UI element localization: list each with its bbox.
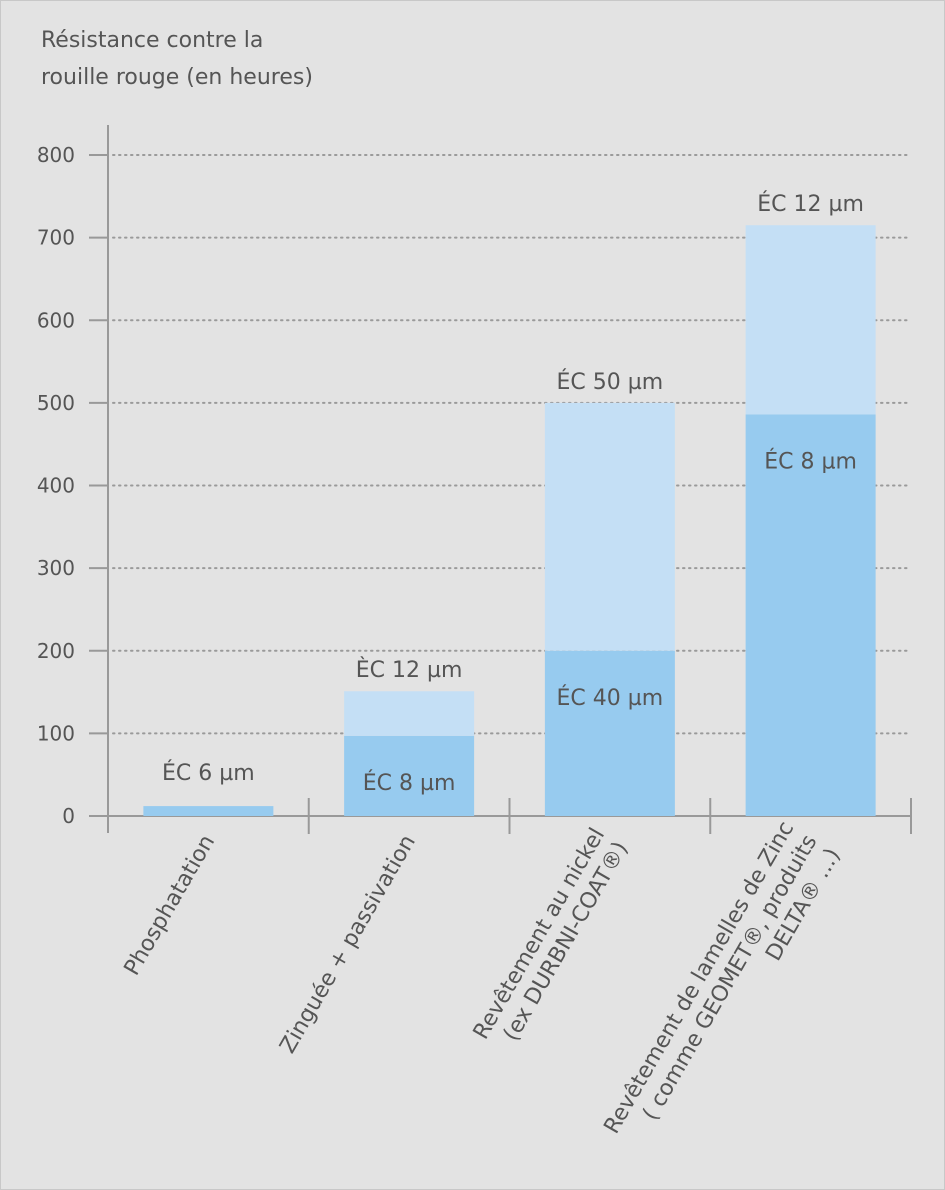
bar-segment [143, 806, 274, 816]
y-tick-label: 100 [37, 721, 75, 745]
y-tick-label: 400 [37, 474, 75, 498]
bar-segment [344, 691, 475, 736]
y-tick-label: 0 [62, 804, 75, 828]
bar-segment-label: ÉC 40 µm [557, 685, 664, 711]
y-tick-label: 500 [37, 391, 75, 415]
bar-segment [544, 402, 675, 651]
bar-segment-label: ÉC 8 µm [764, 448, 857, 474]
bar-total-label: ÈC 12 µm [356, 657, 463, 683]
bar-segment [344, 735, 475, 816]
bar-total-label: ÉC 6 µm [162, 760, 255, 786]
category-label: Phosphatation [120, 831, 221, 980]
bar-total-label: ÉC 50 µm [557, 369, 664, 395]
bar-segment [745, 414, 876, 816]
bar-total-label: ÉC 12 µm [757, 191, 864, 217]
category-label: ( comme GEOMET®, produits [638, 831, 822, 1125]
chart-title-line-2: rouille rouge (en heures) [41, 65, 313, 90]
bar-segment-label: ÉC 8 µm [363, 770, 456, 796]
chart-title-line-1: Résistance contre la [41, 28, 264, 53]
bar-segment [544, 650, 675, 816]
category-label: Revêtement de lamelles de Zinc [600, 817, 800, 1138]
y-tick-label: 600 [37, 308, 75, 332]
category-label: Zinguée + passivation [275, 831, 420, 1058]
y-tick-label: 200 [37, 639, 75, 663]
y-tick-label: 700 [37, 226, 75, 250]
y-tick-label: 300 [37, 556, 75, 580]
y-tick-label: 800 [37, 143, 75, 167]
bar-segment [745, 225, 876, 415]
